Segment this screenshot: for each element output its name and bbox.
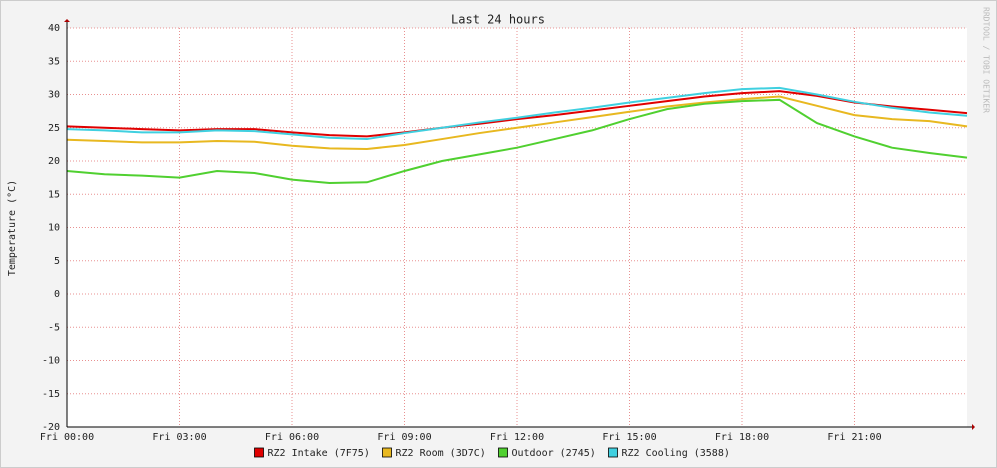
legend-label: RZ2 Intake (7F75) — [268, 448, 370, 459]
legend: RZ2 Intake (7F75) RZ2 Room (3D7C) Outdoor … — [254, 447, 730, 459]
y-tick-label: 40 — [48, 23, 60, 34]
chart-title: Last 24 hours — [451, 13, 545, 27]
y-arrow — [64, 19, 70, 22]
legend-swatch — [254, 447, 264, 458]
y-tick-label: 25 — [48, 123, 60, 134]
x-tick-label: Fri 00:00 — [40, 432, 94, 443]
lines — [66, 86, 968, 184]
x-tick-label: Fri 06:00 — [265, 432, 319, 443]
series-line — [66, 98, 968, 184]
y-axis-label: Temperature (°C) — [7, 180, 18, 276]
watermark: RRDTOOL / TOBI OETIKER — [982, 7, 991, 113]
legend-swatch — [498, 447, 508, 458]
y-tick-label: -20 — [42, 422, 60, 433]
grid — [66, 27, 967, 428]
x-tick-label: Fri 03:00 — [152, 432, 206, 443]
legend-label: RZ2 Cooling (3588) — [622, 448, 730, 459]
y-tick-label: -10 — [42, 356, 60, 367]
y-tick-label: 20 — [48, 156, 60, 167]
y-tick-label: 30 — [48, 90, 60, 101]
y-tick-label: 0 — [54, 289, 60, 300]
legend-swatch — [382, 447, 392, 458]
series-line — [66, 95, 968, 151]
y-tick-label: 5 — [54, 256, 60, 267]
y-tick-label: -5 — [48, 322, 60, 333]
x-arrow — [972, 424, 975, 430]
y-tick-label: 10 — [48, 223, 60, 234]
x-tick-label: Fri 18:00 — [715, 432, 769, 443]
legend-label: RZ2 Room (3D7C) — [396, 448, 486, 459]
series-line — [66, 90, 968, 138]
legend-swatch — [608, 447, 618, 458]
x-tick-label: Fri 15:00 — [602, 432, 656, 443]
series-line — [66, 86, 968, 141]
y-tick-label: 35 — [48, 56, 60, 67]
y-tick-label: 15 — [48, 189, 60, 200]
x-tick-label: Fri 12:00 — [490, 432, 544, 443]
legend-label: Outdoor (2745) — [512, 448, 596, 459]
x-tick-label: Fri 21:00 — [827, 432, 881, 443]
x-tick-label: Fri 09:00 — [377, 432, 431, 443]
y-tick-label: -15 — [42, 389, 60, 400]
